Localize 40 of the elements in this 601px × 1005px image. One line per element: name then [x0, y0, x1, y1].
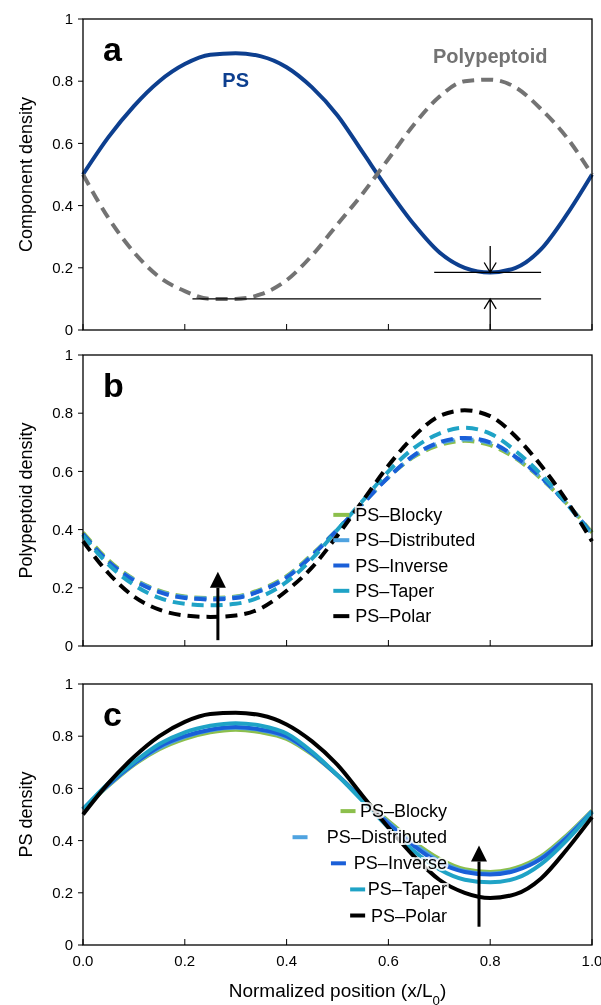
legend-label: PS–Polar — [355, 606, 432, 627]
y-tick-label: 0.8 — [52, 404, 73, 422]
y-tick-label: 1 — [64, 675, 73, 693]
y-tick-label: 0.2 — [52, 579, 73, 597]
x-axis-title: Normalized position (x/L$_{0}$) — [228, 980, 447, 1005]
y-axis-title: PS density — [16, 771, 36, 858]
x-tick-label: 0.6 — [377, 952, 399, 969]
x-tick-label: 0.2 — [174, 952, 196, 969]
y-tick-label: 1 — [64, 346, 73, 364]
legend-label: PS–Taper — [367, 879, 447, 900]
y-tick-label: 0.6 — [52, 779, 73, 797]
x-tick-label: 1.0 — [581, 952, 601, 969]
x-tick-label: 0.4 — [276, 952, 298, 969]
y-tick-label: 0 — [64, 321, 73, 339]
legend-label: PS–Blocky — [355, 504, 443, 525]
y-tick-label: 0.4 — [52, 196, 73, 214]
y-tick-label: 1 — [64, 10, 73, 28]
y-tick-label: 0.2 — [52, 884, 73, 902]
y-tick-label: 0 — [64, 637, 73, 655]
series-label: PS — [222, 69, 250, 92]
legend-label: PS–Distributed — [355, 530, 476, 551]
chart-title: b — [103, 366, 124, 404]
x-tick-label: 0.8 — [479, 952, 501, 969]
legend-label: PS–Taper — [355, 580, 435, 601]
y-tick-label: 0.6 — [52, 462, 73, 480]
legend-label: PS–Polar — [370, 905, 447, 926]
chart-title: c — [103, 695, 122, 733]
y-tick-label: 0.4 — [52, 520, 73, 538]
y-tick-label: 0.8 — [52, 72, 73, 90]
y-tick-label: 0.6 — [52, 134, 73, 152]
legend-label: PS–Inverse — [355, 555, 449, 576]
y-tick-label: 0.4 — [52, 831, 73, 849]
y-axis-title: Component density — [16, 96, 36, 253]
chart-title: a — [103, 30, 123, 68]
series-label: Polypeptoid — [432, 44, 548, 67]
y-tick-label: 0 — [64, 936, 73, 954]
y-tick-label: 0.2 — [52, 259, 73, 277]
y-axis-title: Polypeptoid density — [16, 422, 36, 579]
y-tick-label: 0.8 — [52, 727, 73, 745]
x-tick-label: 0.0 — [72, 952, 94, 969]
